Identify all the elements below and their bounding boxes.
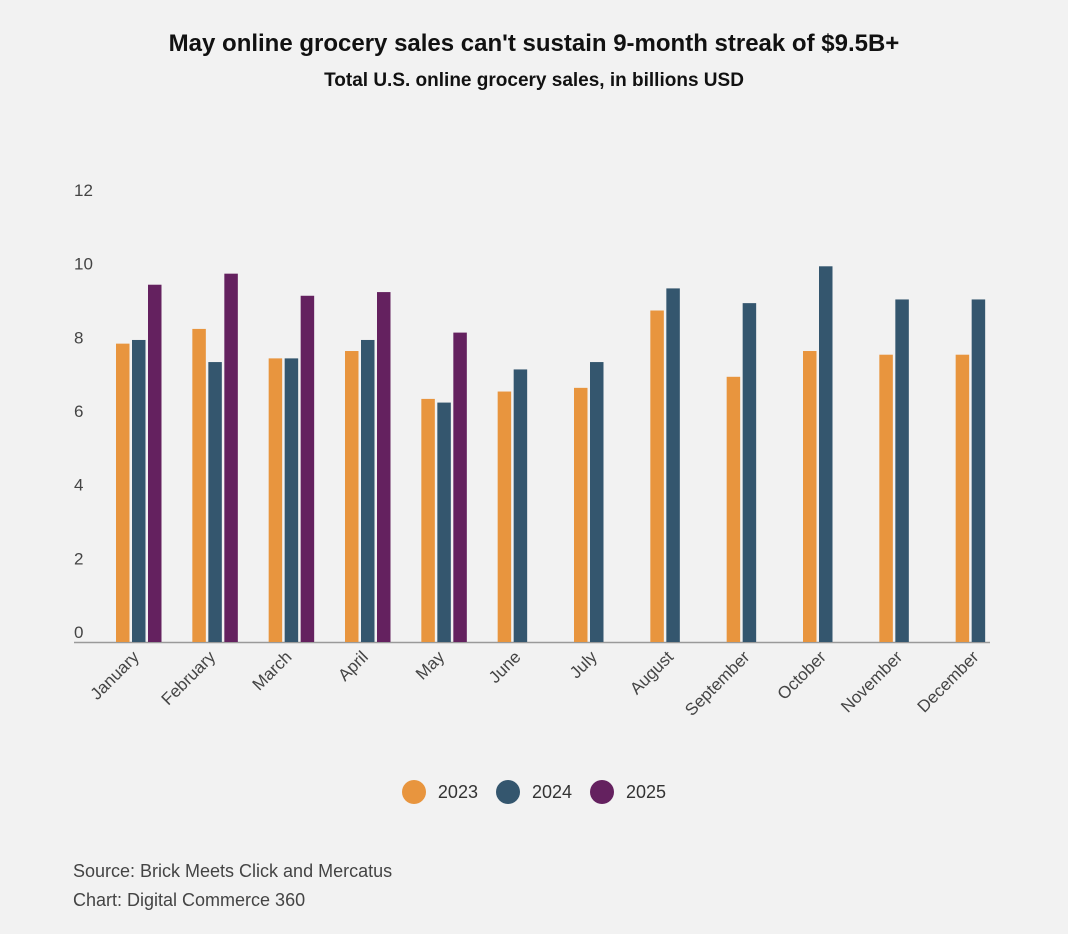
bar-2025-may [453, 332, 467, 642]
bar-2024-december [971, 299, 986, 642]
x-tick-label-may: May [412, 647, 448, 683]
bar-2023-september [726, 376, 741, 642]
source-text: Source: Brick Meets Click and Mercatus [73, 861, 393, 881]
bar-2024-february [208, 362, 222, 642]
x-tick-label-august: August [626, 647, 677, 698]
x-tick-label-october: October [774, 647, 830, 703]
bar-2023-august [650, 310, 664, 642]
source-block: Source: Brick Meets Click and Mercatus C… [73, 857, 392, 915]
bar-2024-august [666, 288, 680, 642]
bar-2024-october [819, 266, 833, 642]
legend-item-2024[interactable]: 2024 [495, 780, 573, 804]
legend-label-2023: 2023 [437, 781, 478, 802]
legend-label-2025: 2025 [626, 781, 667, 802]
bar-2023-july [574, 387, 588, 642]
legend-swatch-2024 [495, 780, 520, 804]
bar-2023-june [497, 391, 512, 642]
bar-2024-may [437, 402, 451, 642]
y-tick-label-10: 10 [74, 255, 93, 274]
chart-title: May online grocery sales can't sustain 9… [168, 30, 900, 57]
y-tick-label-12: 12 [74, 181, 93, 200]
bar-chart: 0 2 4 6 8 10 12 January February March April May Jun… [74, 181, 990, 720]
x-tick-label-april: April [334, 647, 371, 684]
chart-credit-text: Chart: Digital Commerce 360 [73, 890, 306, 910]
bar-2024-november [895, 299, 909, 642]
y-tick-label-8: 8 [74, 328, 83, 347]
legend-item-2023[interactable]: 2023 [401, 780, 478, 804]
bar-2025-april [377, 292, 391, 642]
x-tick-label-february: February [158, 647, 220, 709]
y-tick-label-6: 6 [74, 402, 83, 421]
bar-2023-december [955, 354, 970, 642]
x-tick-label-july: July [566, 647, 601, 682]
bar-2024-september [742, 303, 757, 642]
legend-label-2024: 2024 [531, 781, 573, 802]
chart-subtitle: Total U.S. online grocery sales, in bill… [324, 70, 744, 91]
legend-item-2025[interactable]: 2025 [590, 780, 666, 804]
bar-2023-october [803, 351, 817, 642]
bar-2024-july [590, 362, 604, 642]
x-tick-label-june: June [485, 647, 525, 687]
bar-2023-november [879, 354, 893, 642]
bar-2024-june [513, 369, 528, 642]
bar-2023-february [192, 328, 206, 642]
bar-2023-may [421, 398, 435, 642]
x-tick-label-december: December [914, 647, 983, 716]
bar-2023-march [268, 358, 283, 642]
legend: 2023 2024 2025 [0, 780, 1068, 804]
x-tick-label-november: November [837, 647, 906, 716]
legend-swatch-2025 [590, 780, 615, 804]
bar-2025-january [148, 284, 162, 642]
y-tick-label-2: 2 [74, 549, 83, 568]
x-tick-label-march: March [249, 647, 296, 694]
x-tick-label-september: September [681, 647, 753, 719]
x-tick-label-january: January [87, 647, 144, 704]
bar-2023-january [116, 343, 130, 642]
bar-2024-april [361, 339, 375, 642]
bar-2025-february [224, 273, 238, 642]
bar-2025-march [300, 295, 315, 642]
bar-2023-april [345, 351, 359, 642]
legend-swatch-2023 [401, 780, 426, 804]
y-tick-label-4: 4 [74, 476, 83, 495]
bar-2024-march [284, 358, 299, 642]
bar-2024-january [132, 339, 146, 642]
y-tick-label-0: 0 [74, 623, 83, 642]
